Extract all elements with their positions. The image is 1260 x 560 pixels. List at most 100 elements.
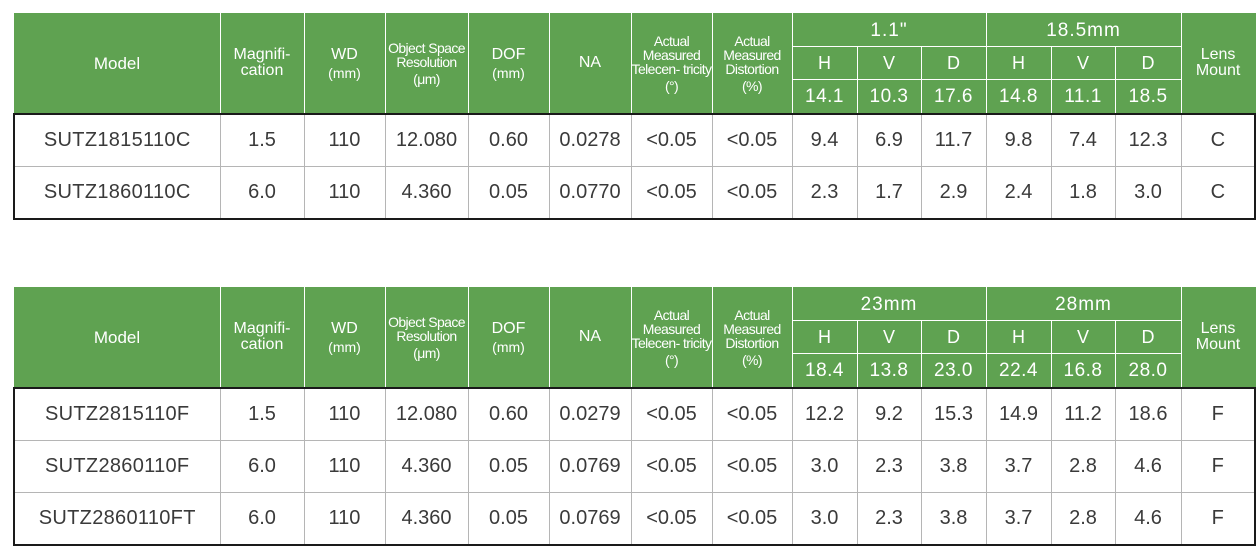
header-d: D [920, 46, 987, 80]
cell-telecentricity: <0.05 [630, 113, 713, 167]
cell-sensor-2-h: 9.8 [985, 113, 1052, 167]
cell-distortion: <0.05 [711, 387, 793, 441]
cell-sensor-1-d: 2.9 [920, 166, 987, 220]
header-wd: WD (mm) [303, 287, 386, 389]
header-magnification: Magnifi- cation [219, 287, 305, 389]
header-dof: DOF (mm) [467, 13, 550, 115]
header-sensor-2: 28mm [985, 287, 1182, 321]
header-v: V [1050, 46, 1116, 80]
cell-lens-mount: C [1180, 166, 1257, 220]
cell-distortion: <0.05 [711, 440, 793, 493]
spec-table-1: Model Magnifi- cation WD (mm) Object Spac… [13, 13, 1257, 220]
cell-magnification: 6.0 [219, 440, 305, 493]
cell-sensor-1-d: 3.8 [920, 492, 987, 546]
header-dof-label: DOF [491, 319, 526, 337]
cell-sensor-2-v: 11.2 [1050, 387, 1116, 441]
cell-resolution: 12.080 [384, 387, 469, 441]
header-h: H [985, 320, 1052, 354]
cell-sensor-1-v: 1.7 [856, 166, 922, 220]
header-dof: DOF (mm) [467, 287, 550, 389]
header-d: D [1114, 320, 1182, 354]
header-wd: WD (mm) [303, 13, 386, 115]
sensor-1-h-value: 18.4 [791, 353, 858, 389]
cell-sensor-1-v: 6.9 [856, 113, 922, 167]
header-magnification: Magnifi- cation [219, 13, 305, 115]
cell-model: SUTZ2860110F [13, 440, 221, 493]
cell-sensor-1-h: 9.4 [791, 113, 858, 167]
cell-model: SUTZ1815110C [13, 113, 221, 167]
header-v: V [856, 46, 922, 80]
header-na: NA [548, 287, 632, 389]
cell-dof: 0.05 [467, 440, 550, 493]
cell-na: 0.0279 [548, 387, 632, 441]
sensor-2-v-value: 16.8 [1050, 353, 1116, 389]
cell-sensor-2-h: 14.9 [985, 387, 1052, 441]
sensor-2-v-value: 11.1 [1050, 79, 1116, 115]
header-distortion: Actual Measured Distortion (%) [711, 13, 793, 115]
cell-wd: 110 [303, 387, 386, 441]
cell-na: 0.0769 [548, 492, 632, 546]
cell-sensor-1-d: 3.8 [920, 440, 987, 493]
sensor-2-d-value: 18.5 [1114, 79, 1182, 115]
header-wd-label: WD [331, 45, 358, 63]
sensor-1-v-value: 10.3 [856, 79, 922, 115]
cell-sensor-2-d: 4.6 [1114, 440, 1182, 493]
cell-sensor-1-h: 12.2 [791, 387, 858, 441]
cell-resolution: 4.360 [384, 166, 469, 220]
cell-lens-mount: F [1180, 387, 1256, 441]
cell-sensor-2-v: 7.4 [1050, 113, 1116, 167]
cell-sensor-2-d: 12.3 [1114, 113, 1182, 167]
cell-magnification: 6.0 [219, 166, 305, 220]
cell-sensor-1-d: 15.3 [920, 387, 987, 441]
table-row: SUTZ1860110C 6.0 110 4.360 0.05 0.0770 <… [13, 166, 1257, 220]
header-resolution-unit: (μm) [413, 70, 440, 87]
cell-model: SUTZ2860110FT [13, 492, 221, 546]
cell-model: SUTZ2815110F [13, 387, 221, 441]
header-d: D [920, 320, 987, 354]
cell-sensor-1-d: 11.7 [920, 113, 987, 167]
header-wd-unit: (mm) [328, 338, 361, 355]
cell-dof: 0.05 [467, 492, 550, 546]
table-row: SUTZ2860110F 6.0 110 4.360 0.05 0.0769 <… [13, 440, 1256, 493]
cell-resolution: 12.080 [384, 113, 469, 167]
cell-sensor-1-v: 2.3 [856, 492, 922, 546]
header-h: H [791, 320, 858, 354]
header-distortion-unit: (%) [742, 351, 763, 368]
header-wd-label: WD [331, 319, 358, 337]
cell-model: SUTZ1860110C [13, 166, 221, 220]
header-lens-mount: Lens Mount [1180, 287, 1256, 389]
header-resolution: Object Space Resolution (μm) [384, 287, 469, 389]
cell-wd: 110 [303, 113, 386, 167]
cell-sensor-2-d: 4.6 [1114, 492, 1182, 546]
header-distortion-unit: (%) [742, 77, 763, 94]
cell-sensor-2-v: 1.8 [1050, 166, 1116, 220]
sensor-1-d-value: 17.6 [920, 79, 987, 115]
cell-dof: 0.05 [467, 166, 550, 220]
header-distortion-label: Actual Measured Distortion [723, 32, 781, 77]
cell-telecentricity: <0.05 [630, 440, 713, 493]
cell-sensor-1-h: 3.0 [791, 492, 858, 546]
header-sensor-2: 18.5mm [985, 13, 1182, 47]
header-resolution-unit: (μm) [413, 344, 440, 361]
cell-magnification: 1.5 [219, 387, 305, 441]
header-resolution: Object Space Resolution (μm) [384, 13, 469, 115]
cell-sensor-1-h: 3.0 [791, 440, 858, 493]
cell-sensor-1-v: 2.3 [856, 440, 922, 493]
cell-distortion: <0.05 [711, 113, 793, 167]
cell-dof: 0.60 [467, 387, 550, 441]
cell-distortion: <0.05 [711, 166, 793, 220]
cell-telecentricity: <0.05 [630, 166, 713, 220]
header-dof-unit: (mm) [492, 338, 525, 355]
cell-sensor-2-v: 2.8 [1050, 492, 1116, 546]
header-v: V [1050, 320, 1116, 354]
cell-magnification: 6.0 [219, 492, 305, 546]
header-model: Model [13, 13, 221, 115]
sensor-1-h-value: 14.1 [791, 79, 858, 115]
header-resolution-label: Object Space Resolution [388, 313, 465, 344]
header-telecentricity-unit: (°) [664, 77, 679, 94]
header-h: H [985, 46, 1052, 80]
cell-magnification: 1.5 [219, 113, 305, 167]
header-distortion-label: Actual Measured Distortion [723, 306, 781, 351]
cell-sensor-1-v: 9.2 [856, 387, 922, 441]
cell-lens-mount: C [1180, 113, 1257, 167]
